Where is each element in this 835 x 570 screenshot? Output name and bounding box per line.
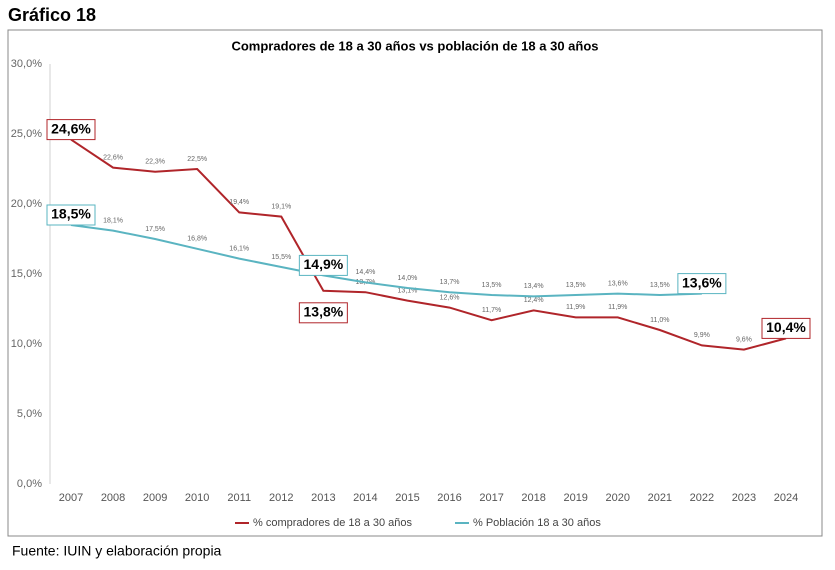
y-tick-label: 10,0%	[11, 338, 42, 350]
heading: Gráfico 18	[8, 5, 96, 25]
data-label: 24,6%	[51, 120, 91, 136]
source: Fuente: IUIN y elaboración propia	[12, 543, 222, 559]
y-tick-label: 25,0%	[11, 128, 42, 140]
chart-title: Compradores de 18 a 30 años vs población…	[231, 38, 598, 53]
x-tick-label: 2016	[437, 492, 461, 504]
data-label: 13,1%	[398, 287, 418, 294]
label-box	[298, 302, 348, 324]
data-label: 12,4%	[524, 297, 544, 304]
label-box	[46, 119, 96, 141]
x-tick-label: 2011	[227, 492, 251, 504]
data-label: 11,9%	[608, 304, 627, 311]
x-tick-label: 2018	[521, 492, 545, 504]
label-box	[761, 317, 811, 339]
data-label: 9,9%	[694, 332, 710, 339]
data-label: 18,1%	[103, 217, 123, 224]
data-label: 13,7%	[440, 279, 460, 286]
x-tick-label: 2021	[648, 492, 672, 504]
chart-frame	[7, 29, 823, 537]
data-label: 18,5%	[51, 206, 91, 222]
data-label: 19,4%	[229, 199, 249, 206]
series-line	[70, 138, 787, 351]
data-label: 22,3%	[145, 159, 165, 166]
data-label: 13,6%	[682, 274, 722, 290]
y-tick-label: 20,0%	[11, 198, 42, 210]
label-box	[298, 254, 348, 276]
data-label: 14,9%	[304, 256, 344, 272]
x-tick-label: 2020	[606, 492, 630, 504]
data-label: 11,9%	[566, 304, 585, 311]
data-label: 15,5%	[271, 254, 291, 261]
data-label: 22,5%	[187, 156, 207, 163]
x-tick-label: 2014	[353, 492, 377, 504]
data-label: 13,5%	[482, 282, 502, 289]
x-tick-label: 2012	[269, 492, 293, 504]
data-label: 9,6%	[736, 336, 752, 343]
data-label: 11,0%	[650, 317, 669, 324]
data-label: 16,8%	[187, 236, 207, 243]
data-label: 14,0%	[398, 275, 418, 282]
y-tick-label: 0,0%	[17, 478, 42, 490]
x-tick-label: 2023	[732, 492, 756, 504]
data-label: 13,8%	[304, 304, 344, 320]
legend-label: % Población 18 a 30 años	[473, 517, 601, 529]
data-label: 16,1%	[229, 245, 249, 252]
data-label: 11,7%	[482, 307, 501, 314]
y-tick-label: 5,0%	[17, 408, 42, 420]
legend-label: % compradores de 18 a 30 años	[253, 517, 412, 529]
data-label: 13,5%	[566, 282, 586, 289]
y-tick-label: 15,0%	[11, 268, 42, 280]
x-tick-label: 2009	[143, 492, 167, 504]
x-tick-label: 2022	[690, 492, 714, 504]
x-tick-label: 2024	[774, 492, 798, 504]
y-tick-label: 30,0%	[11, 58, 42, 70]
x-tick-label: 2010	[185, 492, 209, 504]
data-label: 13,5%	[650, 282, 670, 289]
data-label: 14,4%	[355, 269, 375, 276]
label-box	[677, 273, 727, 295]
data-label: 10,4%	[766, 319, 806, 335]
x-tick-label: 2015	[395, 492, 419, 504]
x-tick-label: 2013	[311, 492, 335, 504]
data-label: 13,6%	[608, 280, 628, 287]
data-label: 17,5%	[145, 226, 165, 233]
data-label: 19,1%	[271, 203, 291, 210]
x-tick-label: 2008	[101, 492, 125, 504]
series-line	[70, 224, 702, 298]
label-box	[46, 204, 96, 226]
data-label: 12,6%	[440, 294, 460, 301]
data-label: 22,6%	[103, 154, 123, 161]
x-tick-label: 2007	[59, 492, 83, 504]
x-tick-label: 2017	[479, 492, 503, 504]
x-tick-label: 2019	[563, 492, 587, 504]
data-label: 13,4%	[524, 283, 544, 290]
